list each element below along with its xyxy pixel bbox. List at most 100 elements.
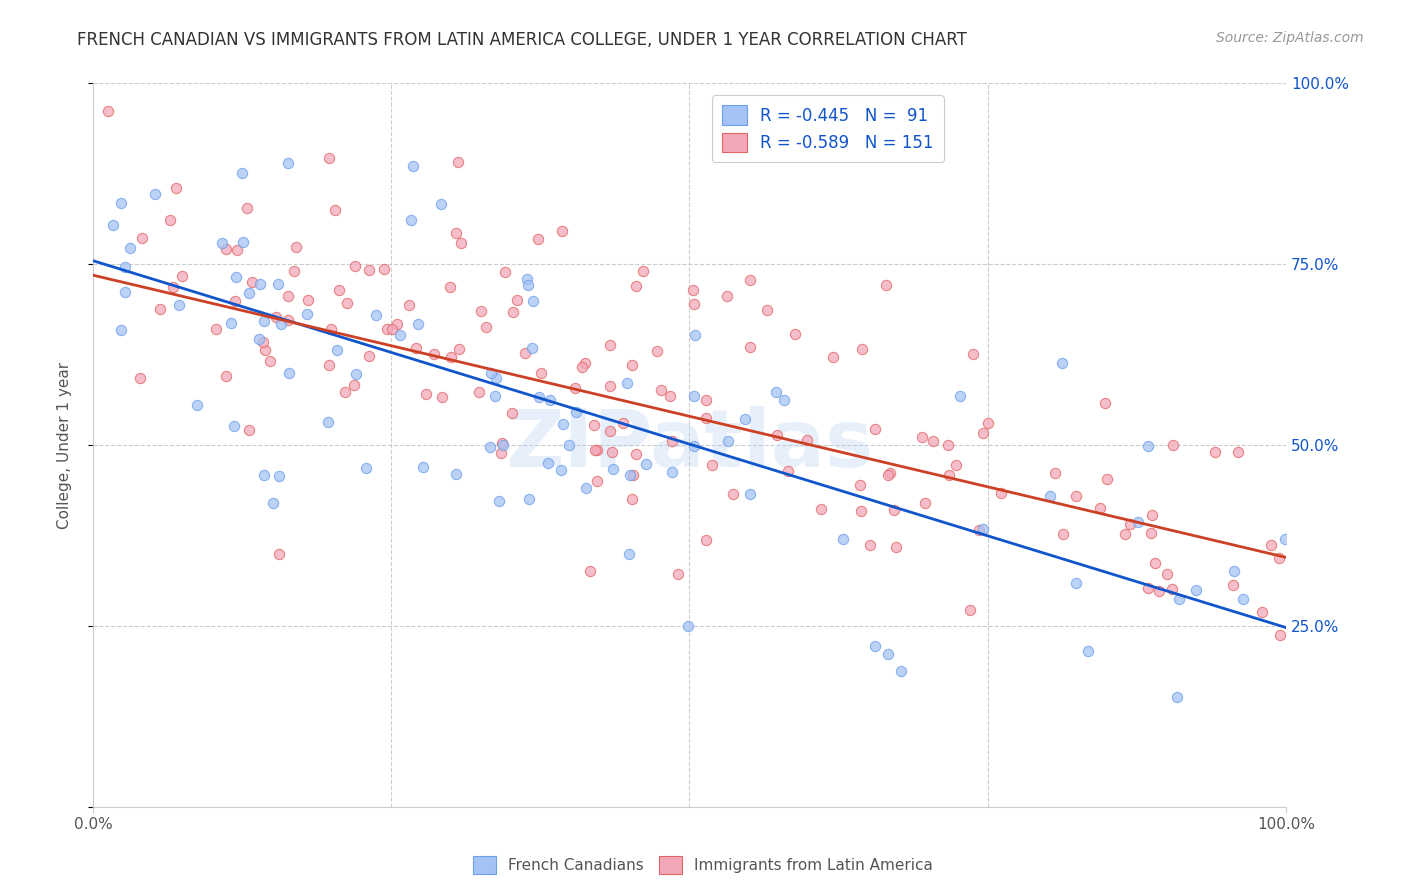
Point	[659, 389, 682, 403]
Point	[585, 442, 607, 457]
Point	[600, 444, 623, 458]
Point	[740, 340, 762, 354]
Point	[550, 463, 572, 477]
Point	[821, 350, 844, 364]
Text: FRENCH CANADIAN VS IMMIGRANTS FROM LATIN AMERICA COLLEGE, UNDER 1 YEAR CORRELATI: FRENCH CANADIAN VS IMMIGRANTS FROM LATIN…	[77, 31, 967, 49]
Point	[277, 313, 299, 327]
Point	[236, 202, 259, 216]
Point	[685, 328, 707, 343]
Point	[967, 523, 990, 537]
Point	[564, 381, 586, 395]
Point	[506, 293, 529, 307]
Point	[551, 224, 574, 238]
Point	[624, 447, 647, 461]
Point	[938, 437, 960, 451]
Point	[277, 289, 299, 303]
Point	[599, 338, 621, 352]
Point	[579, 564, 602, 578]
Point	[405, 341, 427, 355]
Point	[470, 304, 492, 318]
Legend: French Canadians, Immigrants from Latin America: French Canadians, Immigrants from Latin …	[467, 850, 939, 880]
Point	[494, 265, 516, 279]
Point	[1204, 445, 1226, 459]
Point	[624, 279, 647, 293]
Point	[440, 350, 463, 364]
Point	[1274, 532, 1296, 546]
Point	[259, 353, 281, 368]
Point	[661, 466, 683, 480]
Point	[297, 307, 319, 321]
Point	[446, 155, 468, 169]
Point	[810, 502, 832, 516]
Point	[131, 231, 153, 245]
Point	[165, 180, 187, 194]
Point	[323, 203, 346, 218]
Point	[616, 376, 638, 391]
Point	[253, 467, 276, 482]
Point	[238, 285, 260, 300]
Point	[344, 259, 367, 273]
Point	[911, 430, 934, 444]
Point	[553, 417, 575, 432]
Point	[1139, 525, 1161, 540]
Point	[211, 235, 233, 250]
Point	[377, 322, 399, 336]
Point	[412, 460, 434, 475]
Point	[1232, 591, 1254, 606]
Point	[631, 264, 654, 278]
Point	[439, 280, 461, 294]
Point	[399, 212, 422, 227]
Point	[949, 389, 972, 403]
Point	[354, 460, 377, 475]
Point	[666, 566, 689, 581]
Point	[1144, 556, 1167, 570]
Point	[1136, 439, 1159, 453]
Point	[1050, 356, 1073, 370]
Point	[1052, 526, 1074, 541]
Point	[381, 322, 404, 336]
Point	[215, 242, 238, 256]
Point	[501, 406, 523, 420]
Point	[267, 277, 290, 292]
Point	[1161, 438, 1184, 452]
Point	[468, 384, 491, 399]
Point	[875, 277, 897, 292]
Point	[444, 467, 467, 481]
Point	[756, 302, 779, 317]
Point	[277, 366, 299, 380]
Point	[270, 317, 292, 331]
Point	[619, 468, 641, 483]
Point	[772, 392, 794, 407]
Point	[430, 390, 453, 404]
Point	[114, 285, 136, 299]
Point	[387, 317, 409, 331]
Point	[1156, 566, 1178, 581]
Point	[444, 226, 467, 240]
Point	[429, 197, 451, 211]
Point	[636, 457, 658, 471]
Point	[491, 435, 513, 450]
Point	[619, 547, 641, 561]
Point	[1227, 445, 1250, 459]
Point	[558, 437, 581, 451]
Point	[283, 264, 305, 278]
Point	[1066, 576, 1088, 591]
Point	[516, 271, 538, 285]
Point	[765, 384, 787, 399]
Point	[502, 305, 524, 319]
Point	[851, 342, 873, 356]
Point	[682, 284, 704, 298]
Point	[344, 367, 367, 381]
Point	[129, 370, 152, 384]
Point	[162, 279, 184, 293]
Point	[602, 462, 624, 476]
Point	[676, 618, 699, 632]
Point	[522, 294, 544, 309]
Point	[650, 384, 672, 398]
Point	[1260, 538, 1282, 552]
Point	[1094, 396, 1116, 410]
Point	[406, 317, 429, 331]
Point	[682, 297, 704, 311]
Point	[1166, 690, 1188, 704]
Point	[143, 186, 166, 201]
